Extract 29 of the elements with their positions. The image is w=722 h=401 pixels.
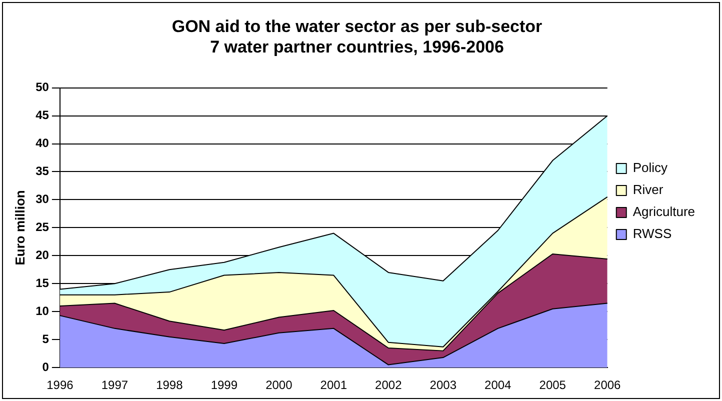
y-tick-label: 30 [36, 192, 50, 206]
text: GON aid to the water sector as per sub-sector [172, 16, 542, 36]
text: 7 water partner countries, 1996-2006 [210, 37, 504, 56]
y-tick-label: 15 [36, 276, 50, 290]
x-tick-label: 2001 [320, 378, 348, 392]
y-tick-label: 50 [36, 80, 50, 94]
x-tick-label: 1996 [46, 378, 74, 392]
x-tick-label: 2000 [266, 378, 293, 392]
y-tick-label: 45 [36, 108, 50, 122]
x-tick-label: 2004 [484, 378, 512, 392]
x-tick-label: 1999 [210, 378, 238, 392]
x-tick-label: 2005 [539, 378, 566, 392]
x-tick-label: 1998 [156, 378, 184, 392]
x-tick-label: 1997 [101, 378, 128, 392]
y-tick-label: 10 [36, 304, 50, 318]
legend-label: Agriculture [632, 204, 696, 220]
y-tick-label: 0 [42, 360, 50, 374]
y-tick-label: 40 [36, 136, 50, 150]
y-tick-label: 5 [42, 332, 50, 346]
y-tick-label: 20 [36, 248, 50, 262]
y-axis-title: Euro million [12, 190, 28, 266]
legend-label: River [632, 182, 664, 198]
y-tick-label: 25 [36, 220, 50, 234]
legend-label: Policy [632, 160, 668, 176]
x-tick-label: 2006 [594, 378, 622, 392]
x-tick-label: 2003 [430, 378, 457, 392]
x-tick-label: 2002 [375, 378, 402, 392]
y-tick-label: 35 [36, 164, 50, 178]
legend-label: RWSS [632, 226, 672, 242]
